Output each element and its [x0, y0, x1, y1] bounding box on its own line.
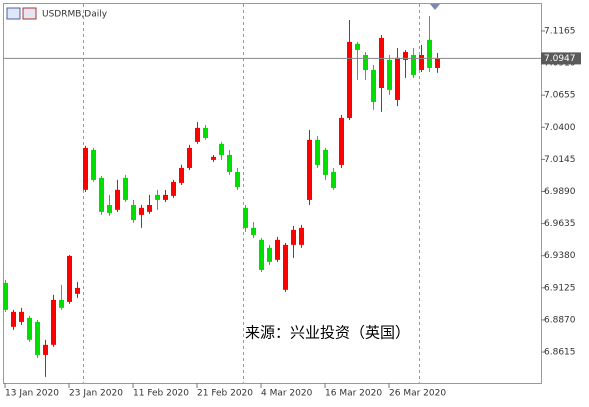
y-tick-label: 6.9125 — [544, 283, 576, 293]
candle-body — [299, 227, 304, 245]
price-label-box — [541, 52, 581, 65]
candle-body — [323, 149, 328, 175]
candle-body — [387, 59, 392, 90]
x-tick-label: 16 Mar 2020 — [325, 389, 382, 399]
symbol-icons — [6, 7, 37, 20]
candle-body — [419, 55, 424, 70]
plot-layer: 7.11657.09107.06557.04007.01456.98906.96… — [3, 15, 581, 399]
candle-body — [43, 344, 48, 355]
x-tick-label: 13 Jan 2020 — [5, 389, 59, 399]
candle-body — [283, 244, 288, 290]
candle-body — [275, 239, 280, 260]
candle-body — [267, 247, 272, 262]
icon — [6, 7, 21, 20]
candle-body — [331, 171, 336, 188]
candle-body — [35, 321, 40, 355]
annotation: 来源：兴业投资（英国） — [245, 324, 410, 342]
candle-body — [339, 117, 344, 165]
candle-body — [411, 55, 416, 75]
y-tick-label: 6.9635 — [544, 219, 576, 229]
y-tick-label: 6.9890 — [544, 187, 576, 197]
y-tick-label: 6.8615 — [544, 348, 576, 358]
chart-title: USDRMB,Daily — [42, 10, 108, 20]
candle-body — [427, 39, 432, 68]
candle-body — [203, 127, 208, 138]
candle-body — [195, 127, 200, 142]
icon — [22, 7, 37, 20]
candle-body — [147, 204, 152, 212]
candle-body — [131, 204, 136, 220]
candle-body — [403, 51, 408, 60]
candle-body — [83, 147, 88, 190]
candle-body — [395, 57, 400, 100]
x-tick-label: 11 Feb 2020 — [133, 389, 189, 399]
y-tick-label: 7.0400 — [544, 123, 576, 133]
candle-body — [355, 43, 360, 50]
candle-body — [67, 255, 72, 302]
candle-body — [379, 38, 384, 88]
candle-body — [99, 177, 104, 212]
candle-body — [243, 207, 248, 228]
candle-body — [155, 194, 160, 200]
candle-body — [27, 317, 32, 340]
y-tick-label: 6.8870 — [544, 315, 576, 325]
candle-body — [59, 299, 64, 308]
candle-body — [435, 58, 440, 68]
plot-frame — [3, 3, 542, 384]
candle-body — [291, 229, 296, 245]
y-tick-label: 7.0655 — [544, 91, 576, 101]
candle-body — [163, 194, 168, 200]
y-tick-label: 7.1165 — [544, 26, 576, 36]
x-tick-label: 23 Jan 2020 — [69, 389, 123, 399]
candle-body — [3, 282, 8, 310]
price-label: 7.0947 — [544, 54, 576, 64]
candle-body — [171, 181, 176, 196]
candle-body — [115, 189, 120, 210]
candle-body — [363, 55, 368, 70]
candle-body — [235, 171, 240, 187]
candle-body — [227, 154, 232, 172]
candle-body — [107, 204, 112, 213]
candle-body — [179, 167, 184, 183]
candle-body — [315, 139, 320, 165]
candle-body — [211, 156, 216, 160]
candle-body — [347, 41, 352, 118]
candle-body — [75, 287, 80, 294]
candle-body — [19, 311, 24, 322]
candle-body — [187, 147, 192, 168]
shift-marker — [430, 4, 440, 10]
candle-body — [51, 299, 56, 345]
y-tick-label: 7.0145 — [544, 155, 576, 165]
x-tick-label: 26 Mar 2020 — [389, 389, 446, 399]
y-tick-label: 6.9380 — [544, 251, 576, 261]
candle-body — [91, 149, 96, 180]
candle-body — [139, 207, 144, 215]
candle-body — [123, 177, 128, 200]
candle-body — [219, 143, 224, 155]
candle-body — [251, 227, 256, 235]
candle-body — [307, 139, 312, 200]
candle-body — [259, 239, 264, 270]
candle-body — [371, 69, 376, 102]
x-tick-label: 4 Mar 2020 — [261, 389, 313, 399]
x-tick-label: 21 Feb 2020 — [197, 389, 253, 399]
candle-body — [11, 311, 16, 327]
